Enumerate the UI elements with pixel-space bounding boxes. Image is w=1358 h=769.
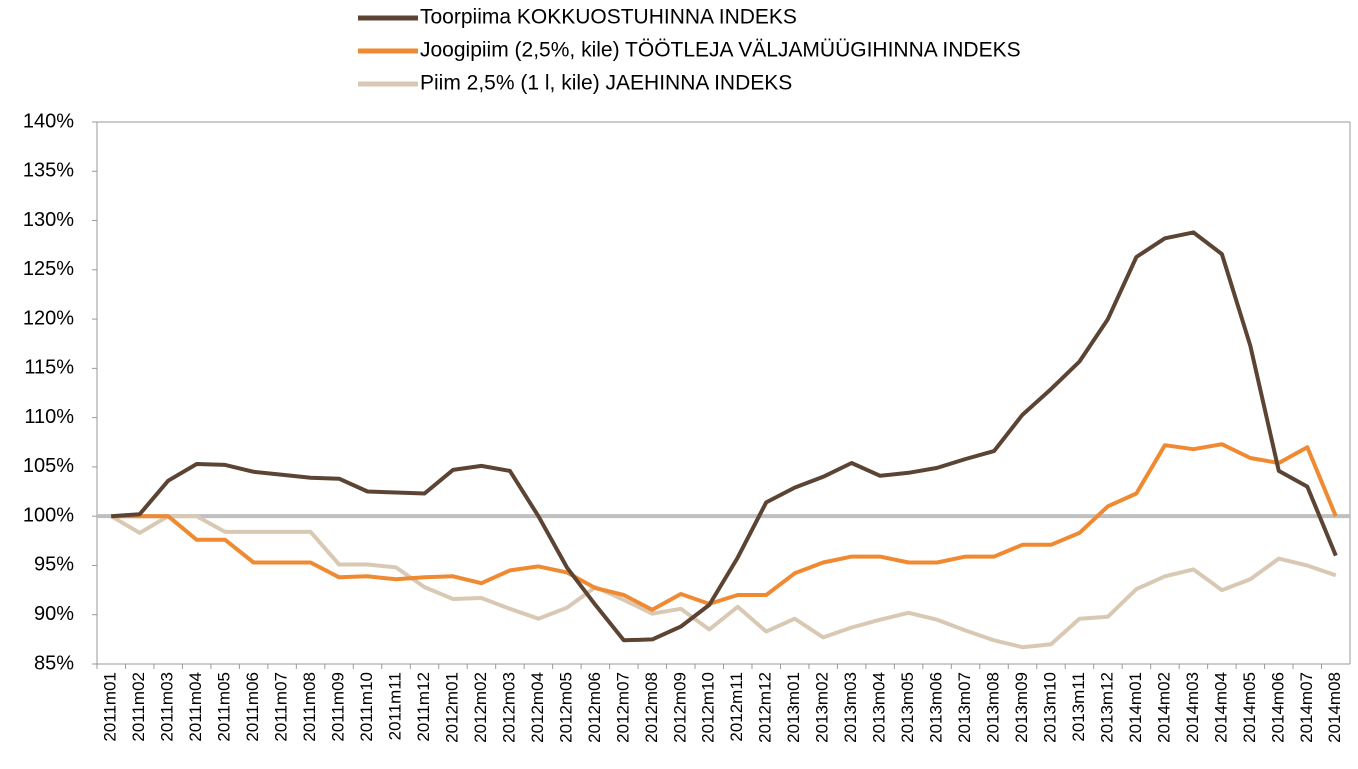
x-tick-label: 2011m05 [215, 672, 234, 742]
x-tick-label: 2013m08 [984, 672, 1003, 743]
x-tick-label: 2012m10 [699, 672, 718, 743]
x-tick-label: 2014m01 [1126, 672, 1145, 743]
x-tick-label: 2012m07 [613, 672, 632, 743]
y-tick-label: 85% [34, 652, 74, 674]
x-tick-label: 2012m02 [471, 672, 490, 743]
y-tick-label: 120% [23, 307, 74, 329]
y-tick-label: 95% [34, 554, 74, 576]
x-tick-label: 2011m08 [300, 672, 319, 742]
x-tick-label: 2011m03 [158, 672, 177, 742]
y-tick-label: 90% [34, 603, 74, 625]
x-tick-label: 2012m04 [528, 672, 547, 743]
y-tick-label: 130% [23, 209, 74, 231]
x-tick-label: 2014m05 [1240, 672, 1259, 743]
x-tick-label: 2013m09 [1012, 672, 1031, 743]
x-tick-label: 2012m12 [756, 672, 775, 743]
legend-label: Toorpiima KOKKUOSTUHINNA INDEKS [420, 6, 797, 29]
x-tick-label: 2013m03 [841, 672, 860, 743]
series-line [110, 514, 1337, 650]
x-tick-label: 2012m03 [499, 672, 518, 743]
x-tick-label: 2011m02 [129, 672, 148, 742]
x-tick-label: 2014m02 [1154, 672, 1173, 743]
x-tick-label: 2012m08 [642, 672, 661, 743]
x-tick-label: 2011m11 [385, 672, 404, 740]
x-tick-label: 2011m06 [243, 672, 262, 742]
x-tick-label: 2013m11 [1069, 672, 1088, 742]
x-tick-label: 2013m01 [784, 672, 803, 743]
x-tick-label: 2013m05 [898, 672, 917, 743]
legend-label: Joogipiim (2,5%, kile) TÖÖTLEJA VÄLJAMÜÜ… [420, 39, 1021, 62]
x-tick-label: 2013m02 [813, 672, 832, 743]
series-line [111, 230, 1338, 643]
y-tick-label: 100% [23, 504, 74, 526]
y-tick-label: 115% [24, 357, 74, 379]
x-tick-label: 2011m12 [414, 672, 433, 742]
x-tick-label: 2012m01 [442, 672, 461, 743]
x-tick-label: 2011m07 [272, 672, 291, 742]
x-tick-label: 2011m10 [357, 672, 376, 742]
x-tick-label: 2013m10 [1040, 672, 1059, 743]
x-tick-label: 2012m09 [670, 672, 689, 743]
y-tick-label: 140% [23, 110, 74, 132]
x-tick-label: 2011m09 [329, 672, 348, 742]
x-tick-label: 2013m06 [927, 672, 946, 743]
legend-label: Piim 2,5% (1 l, kile) JAEHINNA INDEKS [420, 72, 792, 95]
x-tick-label: 2014m03 [1183, 672, 1202, 743]
x-tick-label: 2014m08 [1325, 672, 1344, 743]
x-tick-label: 2012m06 [585, 672, 604, 743]
x-tick-label: 2012m11 [727, 672, 746, 742]
x-tick-label: 2013m12 [1097, 672, 1116, 743]
x-tick-label: 2013m07 [955, 672, 974, 743]
x-tick-label: 2014m04 [1211, 672, 1230, 743]
y-tick-label: 125% [23, 258, 74, 280]
x-tick-label: 2012m05 [556, 672, 575, 743]
y-tick-label: 105% [23, 455, 74, 477]
x-tick-label: 2013m04 [870, 672, 889, 743]
x-tick-label: 2014m07 [1297, 672, 1316, 743]
x-tick-label: 2011m01 [101, 672, 120, 742]
y-tick-label: 110% [24, 406, 74, 428]
series-line [111, 442, 1338, 612]
x-tick-label: 2014m06 [1268, 672, 1287, 743]
y-tick-label: 135% [23, 160, 74, 182]
x-tick-label: 2011m04 [186, 672, 205, 742]
